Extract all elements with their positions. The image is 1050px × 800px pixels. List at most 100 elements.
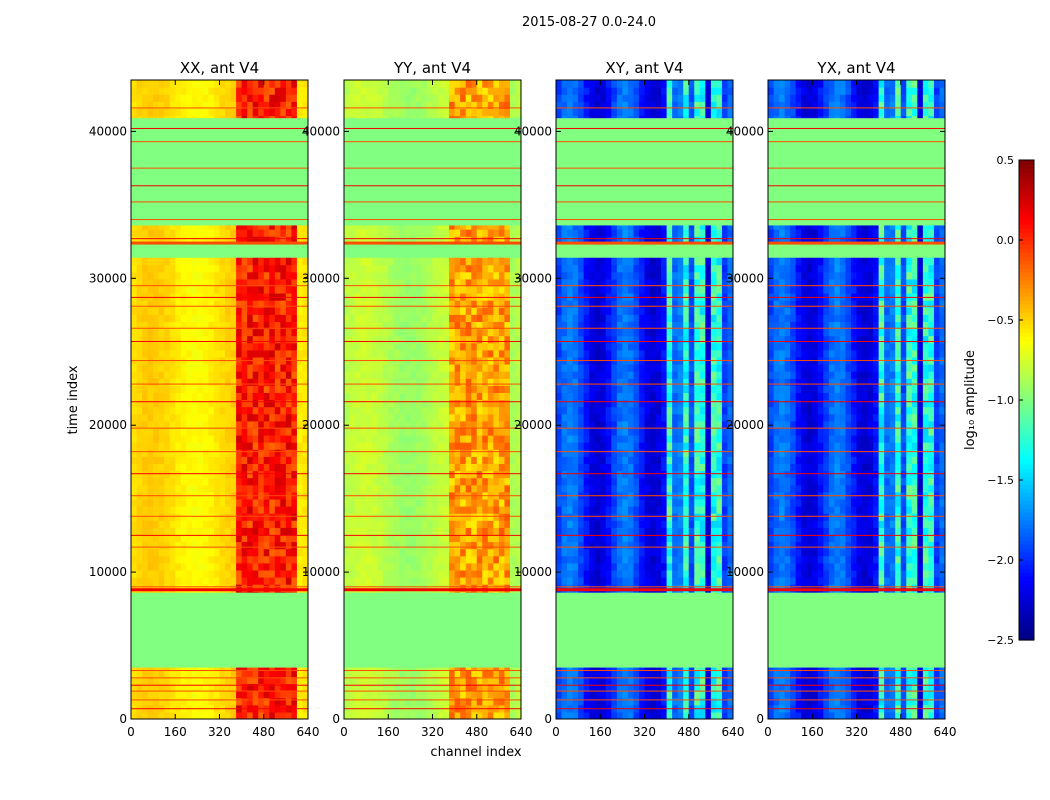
heatmap-cell [197,577,204,585]
heatmap-cell [415,87,423,95]
heatmap-cell [371,484,378,493]
heatmap-cell [252,463,259,472]
heatmap-cell [349,300,356,308]
heatmap-cell [454,278,461,287]
flag-line [131,495,308,497]
heatmap-cell [230,669,237,677]
heatmap-cell [263,520,270,528]
heatmap-cell [169,541,176,550]
heatmap-cell [191,278,198,287]
heatmap-cell [175,371,182,379]
heatmap-cell [230,711,237,719]
heatmap-cell [131,80,138,88]
heatmap-cell [460,349,467,358]
heatmap-cell [230,506,237,514]
heatmap-cell [426,229,434,237]
heatmap-cell [269,548,276,557]
heatmap-cell [153,477,160,486]
heatmap-cell [454,420,461,429]
heatmap-cell [225,577,232,585]
heatmap-cell [415,392,423,401]
heatmap-cell [142,278,149,287]
heatmap-cell [460,456,467,464]
heatmap-cell [180,683,187,692]
heatmap-cell [426,328,434,337]
heatmap-cell [415,484,423,493]
heatmap-cell [382,541,389,550]
heatmap-cell [410,264,417,273]
heatmap-cell [388,222,395,230]
heatmap-cell [225,520,232,528]
heatmap-cell [432,427,439,436]
heatmap-cell [213,527,221,535]
heatmap-cell [269,584,276,592]
heatmap-cell [263,498,270,507]
heatmap-cell [291,307,298,315]
heatmap-cell [247,520,254,528]
heatmap-cell [296,264,304,273]
heatmap-cell [291,541,298,550]
heatmap-cell [426,427,434,436]
heatmap-cell [426,683,434,692]
heatmap-cell [410,413,417,422]
heatmap-cell [180,364,187,372]
heatmap-cell [213,314,221,322]
heatmap-cell [274,548,281,557]
heatmap-cell [393,406,400,415]
heatmap-cell [147,484,154,493]
heatmap-cell [366,449,373,457]
heatmap-cell [410,349,417,358]
heatmap-cell [296,94,304,102]
heatmap-cell [280,484,287,493]
heatmap-cell [415,349,423,358]
heatmap-cell [274,427,281,436]
heatmap-cell [426,435,434,443]
heatmap-cell [454,669,461,677]
heatmap-cell [432,285,439,294]
heatmap-cell [142,364,149,372]
heatmap-cell [208,399,215,408]
heatmap-cell [213,399,221,408]
heatmap-cell [393,307,400,315]
heatmap-cell [344,307,351,315]
heatmap-cell [225,399,232,408]
heatmap-cell [302,392,308,401]
heatmap-cell [202,378,210,386]
heatmap-cell [296,87,304,95]
heatmap-cell [241,506,248,514]
heatmap-cell [399,349,406,358]
heatmap-cell [291,364,298,372]
heatmap-cell [197,293,204,301]
heatmap-cell [399,690,406,699]
heatmap-cell [142,293,149,301]
heatmap-cell [202,385,210,393]
heatmap-cell [443,690,450,699]
heatmap-cell [175,349,182,358]
heatmap-cell [349,392,356,401]
heatmap-cell [449,456,456,464]
heatmap-cell [438,406,445,415]
heatmap-cell [269,413,276,422]
heatmap-cell [382,278,389,287]
heatmap-cell [147,321,154,330]
heatmap-cell [344,293,351,301]
flag-line [131,546,308,548]
heatmap-cell [241,236,248,244]
heatmap-cell [197,364,204,372]
heatmap-cell [285,413,293,422]
heatmap-cell [285,690,293,699]
heatmap-cell [377,371,384,379]
heatmap-cell [432,80,439,88]
heatmap-cell [142,683,149,692]
heatmap-cell [274,470,281,479]
heatmap-cell [247,314,254,322]
heatmap-cell [158,335,165,344]
heatmap-cell [258,506,265,514]
heatmap-cell [280,278,287,287]
heatmap-cell [388,293,395,301]
heatmap-cell [236,562,243,571]
heatmap-cell [421,477,428,486]
heatmap-cell [191,669,198,677]
heatmap-cell [404,385,411,393]
heatmap-cell [142,711,149,719]
